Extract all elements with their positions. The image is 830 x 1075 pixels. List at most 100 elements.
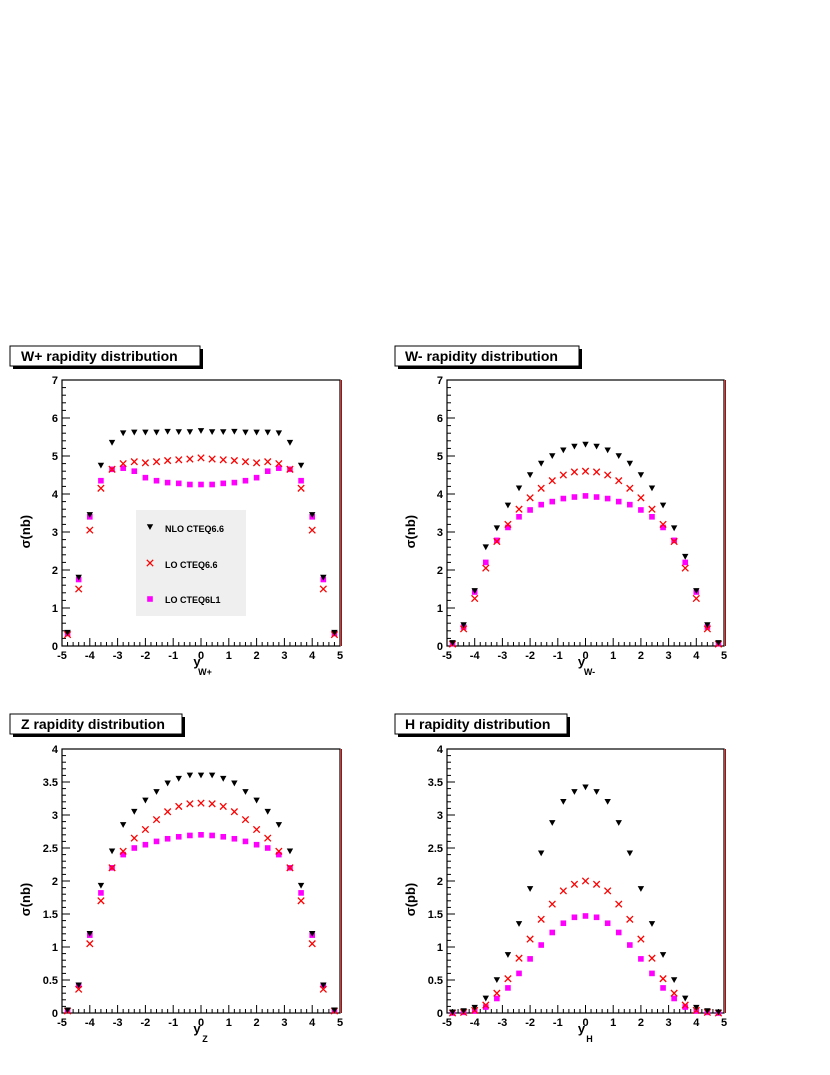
title-box: W- rapidity distribution [394,345,582,369]
data-point [593,443,600,450]
data-point [482,559,489,566]
data-point [197,799,205,807]
data-point [570,880,579,888]
data-point [460,1008,467,1015]
y-tick-label: 2 [437,565,443,577]
x-tick-label: -4 [85,650,96,662]
x-axis-title: y [193,1021,201,1036]
data-point [704,622,711,629]
x-tick-label: 1 [226,1017,232,1029]
data-point [298,890,304,896]
data-point [493,989,501,997]
data-point [615,929,622,936]
data-point [230,808,239,816]
y-tick-label: 4 [52,489,59,501]
data-point [320,982,327,989]
data-point [693,1004,700,1011]
data-point [537,460,545,467]
x-tick-label: -2 [525,1017,535,1029]
y-tick-label: 4 [52,744,59,756]
data-point [163,808,172,816]
data-point [671,537,677,544]
data-point [164,428,171,435]
series-triangle-down [449,441,722,646]
data-point [220,429,227,436]
panel-wminus: W- rapidity distribution -5 -4 -3 -2 -1 0 1 2 3 4… [394,345,727,677]
data-point [97,897,105,905]
data-point [571,443,578,450]
data-point [142,429,149,436]
panel-z: Z rapidity distribution -5 -4 -3 -2 -1 0 1 2 3 4 5… [9,713,343,1044]
data-point [186,455,194,463]
data-point [286,864,294,872]
plot-area: -5 -4 -3 -2 -1 0 1 2 3 4 5 0 1 2 3 4 5 6 7 yW+ σ(nb) [18,375,343,677]
data-point [198,832,204,838]
x-tick-label: -3 [498,650,508,662]
data-point [120,851,126,858]
data-point [275,430,283,437]
data-point [97,462,105,469]
x-tick-label: 2 [638,650,644,662]
data-point [208,772,216,779]
data-point [504,952,512,958]
data-point [264,845,271,851]
data-point [164,479,171,486]
data-point [537,915,545,923]
data-point [297,897,305,905]
series-triangle-down [449,784,722,1016]
data-point [482,544,489,551]
data-point [231,479,238,486]
data-point [482,1004,489,1010]
title-box: H rapidity distribution [394,713,570,737]
data-point [526,935,534,943]
data-point [164,835,171,842]
data-point [186,772,194,779]
legend-marker [146,559,154,567]
legend-box: NLO CTEQ6.6 LO CTEQ6.6 LO CTEQ6L1 [136,510,246,616]
data-point [142,797,149,804]
data-point [275,822,283,828]
y-tick-label: 6 [437,413,443,425]
data-point [604,799,611,805]
y-tick-label: 1 [437,942,443,954]
data-point [592,468,601,476]
data-point [582,784,589,791]
data-point [670,537,678,546]
data-point [626,484,634,492]
data-point [571,789,578,795]
data-point [131,468,138,474]
data-point [220,480,227,487]
data-point [297,484,305,492]
data-point [515,954,523,962]
data-point [131,808,138,815]
chart-title: Z rapidity distribution [21,716,165,732]
data-point [175,429,182,436]
x-tick-label: 5 [337,1017,343,1029]
data-point [275,459,283,468]
data-point [286,848,294,855]
data-point [505,985,511,991]
data-point [615,498,622,505]
data-point [493,977,501,983]
data-point [275,847,283,855]
data-point [153,838,160,845]
y-tick-label: 0 [52,641,58,653]
data-point [198,481,204,488]
data-point [692,594,700,603]
data-point [537,850,545,857]
data-point [108,465,116,473]
data-point [715,640,722,646]
data-point [131,845,138,851]
data-point [142,474,149,481]
x-tick-label: 0 [198,650,204,662]
data-point [670,989,678,997]
y-axis-title: σ(pb) [403,883,418,916]
data-point [219,456,227,464]
data-point [559,471,567,479]
series-cross [63,799,339,1015]
data-point [516,970,522,977]
x-axis-title: y [578,1021,586,1036]
x-axis-title: y [578,654,586,669]
x-tick-label: -2 [525,650,535,662]
y-tick-label: 0 [52,1008,58,1020]
